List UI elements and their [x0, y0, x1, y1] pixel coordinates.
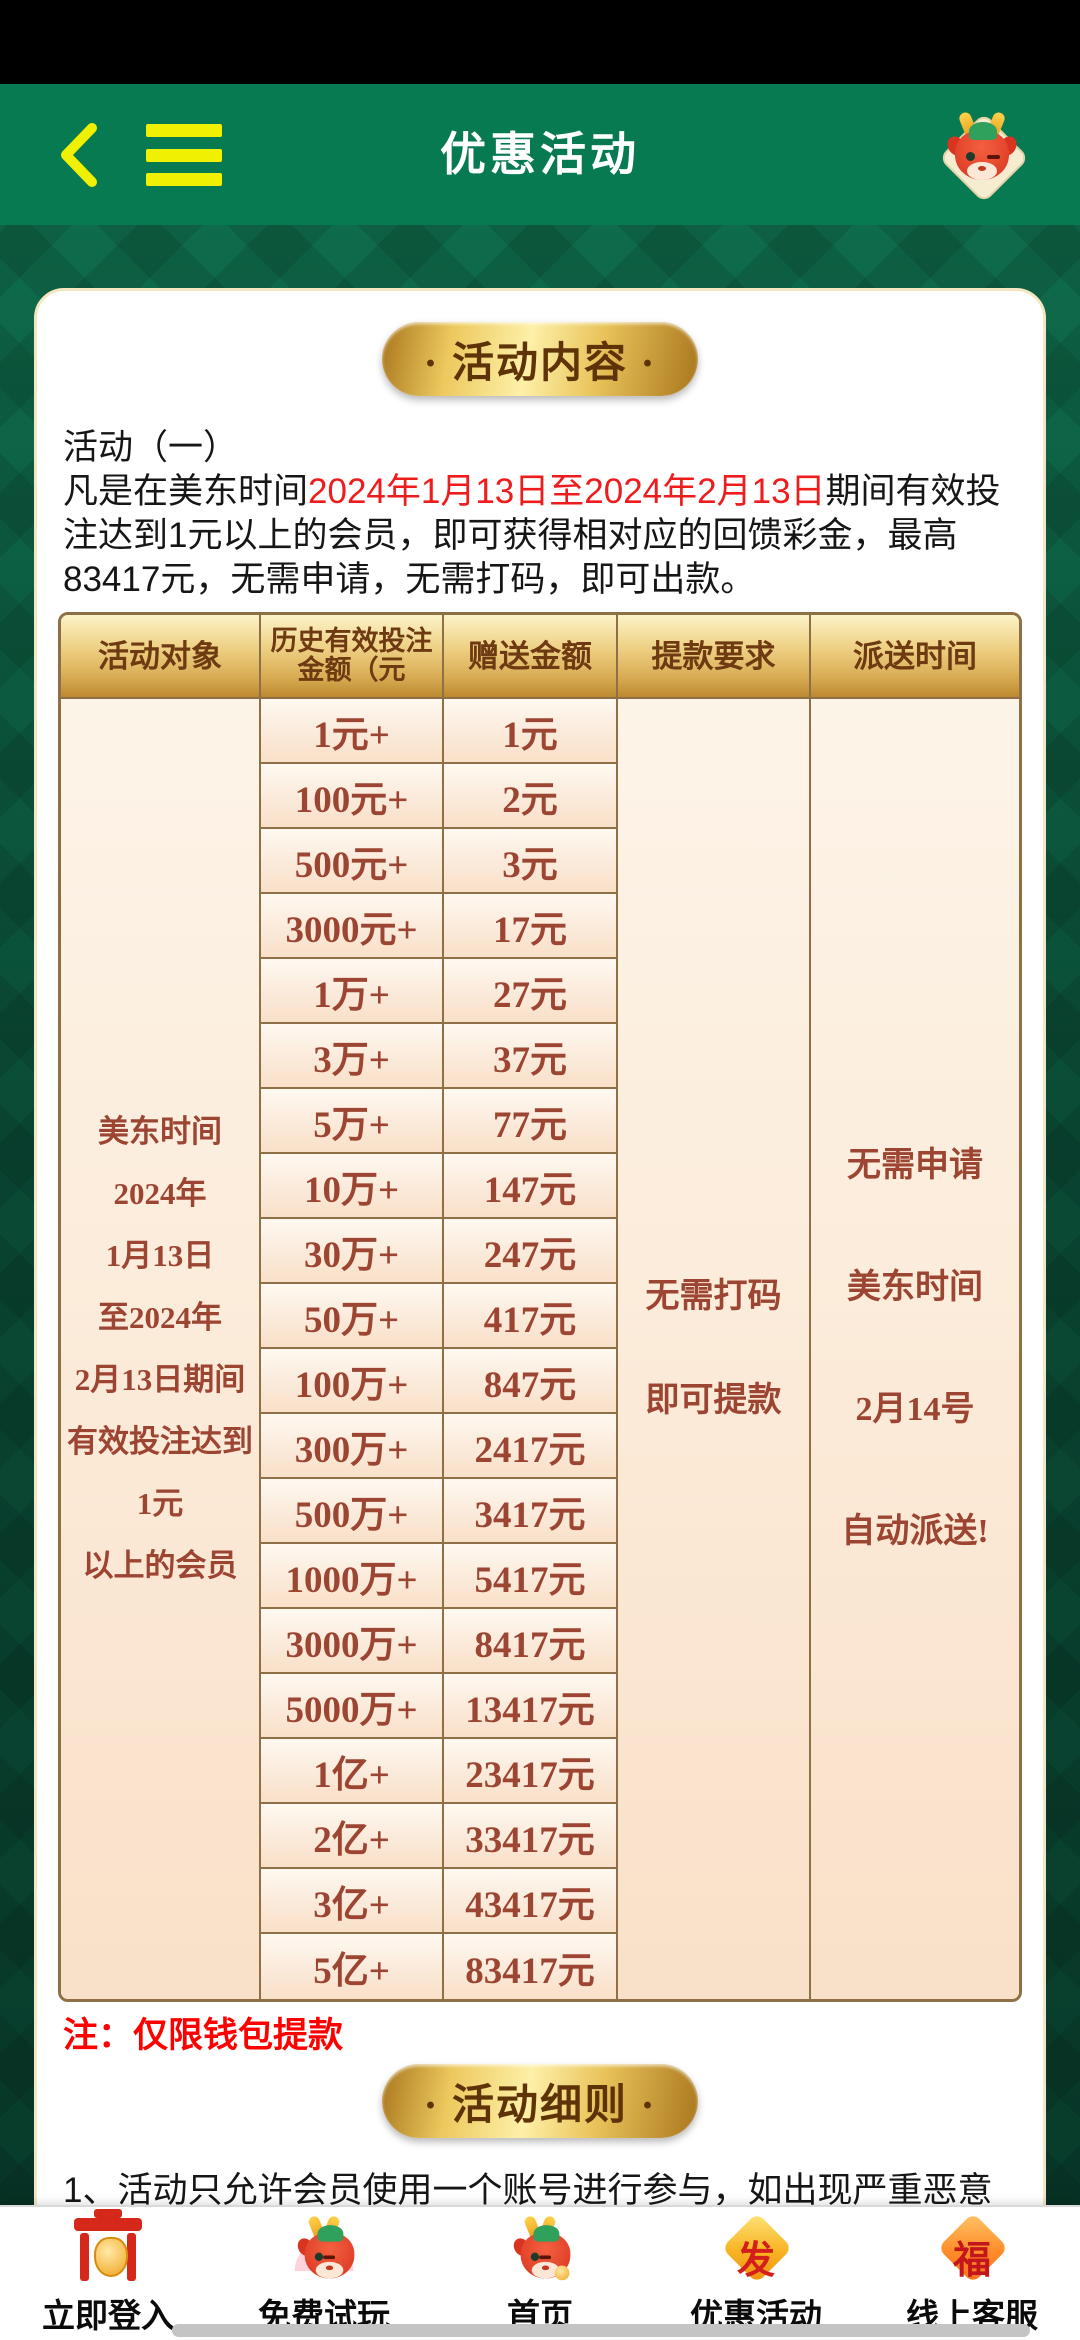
table-cell-amount: 30万+	[261, 1219, 442, 1284]
menu-button[interactable]	[146, 124, 222, 186]
table-cell-withdraw: 无需打码 即可提款	[618, 699, 809, 1999]
hamburger-icon	[146, 124, 222, 137]
status-bar	[0, 0, 1080, 84]
table-cell-bonus: 23417元	[444, 1739, 616, 1804]
table-cell-bonus: 8417元	[444, 1609, 616, 1674]
table-cell-amount: 2亿+	[261, 1804, 442, 1869]
fa-badge-icon: 发	[716, 2207, 796, 2291]
fu-badge-icon: 福	[932, 2207, 1012, 2291]
nav-item-promotions[interactable]: 发 优惠活动	[648, 2207, 864, 2340]
table-cell-bonus: 247元	[444, 1219, 616, 1284]
table-cell-amount: 3万+	[261, 1024, 442, 1089]
table-cell-bonus: 1元	[444, 699, 616, 764]
col-header-target: 活动对象	[61, 615, 261, 697]
page-background: · 活动内容 · 活动（一） 凡是在美东时间2024年1月13日至2024年2月…	[0, 225, 1080, 2340]
table-cell-bonus: 13417元	[444, 1674, 616, 1739]
date-range-highlight: 2024年1月13日至2024年2月13日	[308, 472, 826, 511]
banner-rules-label: · 活动细则 ·	[423, 2082, 657, 2129]
nav-item-free-play[interactable]: 免费试玩	[216, 2207, 432, 2340]
table-cell-bonus: 5417元	[444, 1544, 616, 1609]
table-cell-bonus: 2417元	[444, 1414, 616, 1479]
table-cell-bonus: 37元	[444, 1024, 616, 1089]
section-banner-content: · 活动内容 ·	[382, 322, 698, 396]
lantern-gate-icon	[68, 2207, 148, 2291]
table-cell-bonus: 417元	[444, 1284, 616, 1349]
table-cell-amount: 500万+	[261, 1479, 442, 1544]
table-cell-amount: 1000万+	[261, 1544, 442, 1609]
nav-item-home[interactable]: 首页	[432, 2207, 648, 2340]
note-text: 注：仅限钱包提款	[63, 2016, 344, 2055]
content-card: · 活动内容 · 活动（一） 凡是在美东时间2024年1月13日至2024年2月…	[34, 288, 1046, 2340]
table-cell-amount: 5亿+	[261, 1934, 442, 1999]
table-cell-bonus: 3417元	[444, 1479, 616, 1544]
back-chevron-icon	[61, 123, 97, 187]
table-cell-target: 美东时间 2024年 1月13日 至2024年 2月13日期间 有效投注达到 1…	[61, 699, 259, 1999]
table-cell-bonus: 17元	[444, 894, 616, 959]
nav-item-customer-service[interactable]: 福 线上客服	[864, 2207, 1080, 2340]
col-header-delivery: 派送时间	[853, 638, 977, 674]
bottom-nav: 立即登入 免费试玩	[0, 2205, 1080, 2340]
table-cell-amount: 5000万+	[261, 1674, 442, 1739]
dragon-fan-icon	[287, 2210, 361, 2287]
table-cell-amount: 50万+	[261, 1284, 442, 1349]
section-banner-rules: · 活动细则 ·	[382, 2064, 698, 2138]
col-amount: 1元+ 100元+ 500元+ 3000元+ 1万+ 3万+ 5万+ 10万+ 30万+ 50万+…	[261, 699, 444, 1999]
banner-content-label: · 活动内容 ·	[423, 340, 657, 387]
table-cell-bonus: 43417元	[444, 1869, 616, 1934]
table-body: 美东时间 2024年 1月13日 至2024年 2月13日期间 有效投注达到 1…	[61, 699, 1019, 1999]
table-cell-amount: 1万+	[261, 959, 442, 1024]
nav-item-login[interactable]: 立即登入	[0, 2207, 216, 2340]
intro-paragraph: 活动（一） 凡是在美东时间2024年1月13日至2024年2月13日期间有效投注…	[63, 426, 1017, 602]
table-cell-bonus: 77元	[444, 1089, 616, 1154]
table-cell-amount: 3亿+	[261, 1869, 442, 1934]
page-title: 优惠活动	[440, 128, 640, 180]
table-cell-amount: 100元+	[261, 764, 442, 829]
table-cell-bonus: 3元	[444, 829, 616, 894]
back-button[interactable]	[52, 120, 104, 190]
table-cell-amount: 3000万+	[261, 1609, 442, 1674]
table-cell-bonus: 27元	[444, 959, 616, 1024]
nav-label: 立即登入	[42, 2297, 174, 2334]
table-cell-amount: 500元+	[261, 829, 442, 894]
app-header: 优惠活动	[0, 84, 1080, 228]
col-header-withdraw: 提款要求	[618, 615, 811, 697]
promo-table: 活动对象 历史有效投注 金额（元 赠送金额 提款要求 派送时间 美东时间 202…	[58, 612, 1022, 2002]
col-bonus: 1元 2元 3元 17元 27元 37元 77元 147元 247元 417元 847元 2417元 3…	[444, 699, 618, 1999]
intro-line1: 活动（一）	[63, 428, 239, 467]
table-cell-amount: 10万+	[261, 1154, 442, 1219]
table-cell-amount: 300万+	[261, 1414, 442, 1479]
table-cell-amount: 5万+	[261, 1089, 442, 1154]
intro-body: 凡是在美东时间2024年1月13日至2024年2月13日期间有效投注达到1元以上…	[63, 472, 1001, 599]
table-header-row: 活动对象 历史有效投注 金额（元 赠送金额 提款要求 派送时间	[61, 615, 1019, 699]
dragon-home-icon	[503, 2210, 577, 2287]
home-indicator-bar[interactable]	[172, 2324, 1030, 2337]
table-cell-amount: 100万+	[261, 1349, 442, 1414]
col-header-bonus: 赠送金额	[444, 615, 618, 697]
table-cell-bonus: 847元	[444, 1349, 616, 1414]
table-cell-amount: 3000元+	[261, 894, 442, 959]
table-cell-amount: 1元+	[261, 699, 442, 764]
table-cell-amount: 1亿+	[261, 1739, 442, 1804]
table-cell-bonus: 33417元	[444, 1804, 616, 1869]
table-cell-delivery: 无需申请 美东时间 2月14号 自动派送!	[811, 699, 1019, 1999]
table-cell-bonus: 147元	[444, 1154, 616, 1219]
table-cell-bonus: 2元	[444, 764, 616, 829]
col-header-amount: 历史有效投注 金额（元	[261, 615, 444, 697]
table-cell-bonus: 83417元	[444, 1934, 616, 1999]
dragon-mascot-icon[interactable]	[936, 106, 1030, 206]
